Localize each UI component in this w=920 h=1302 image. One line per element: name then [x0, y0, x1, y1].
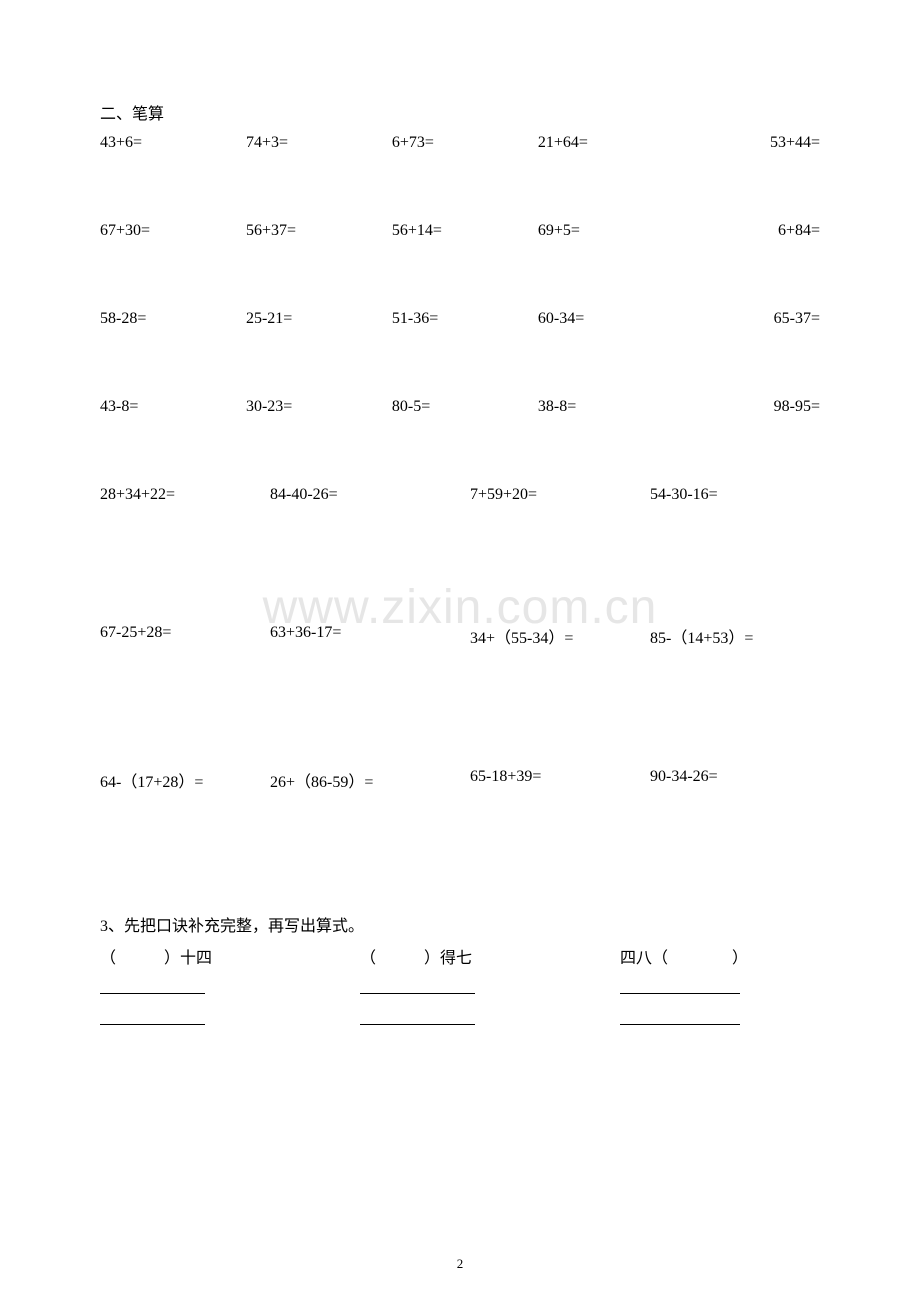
calc-cell: 53+44=	[703, 134, 820, 152]
section-title: 二、笔算	[100, 100, 820, 124]
calc-cell: 65-37=	[703, 310, 820, 328]
calc-row: 28+34+22= 84-40-26= 7+59+20= 54-30-16=	[100, 486, 820, 504]
calc-cell: 69+5=	[538, 222, 703, 240]
calc-cell: 28+34+22=	[100, 486, 270, 504]
calc-cell: 63+36-17=	[270, 624, 470, 648]
calc-cell: 60-34=	[538, 310, 703, 328]
q3-item: （ ）十四	[100, 944, 360, 968]
calc-row: 67+30= 56+37= 56+14= 69+5= 6+84=	[100, 222, 820, 240]
q3-item: 四八（ ）	[620, 944, 820, 968]
calc-cell: 26+（86-59）=	[270, 768, 470, 792]
calc-cell: 90-34-26=	[650, 768, 820, 792]
calc-row: 64-（17+28）= 26+（86-59）= 65-18+39= 90-34-…	[100, 768, 820, 792]
answer-blank	[100, 1009, 205, 1025]
calc-cell: 56+37=	[246, 222, 392, 240]
calc-cell: 6+84=	[703, 222, 820, 240]
calc-cell: 38-8=	[538, 398, 703, 416]
answer-blank	[620, 1009, 740, 1025]
calc-cell: 85-（14+53）=	[650, 624, 820, 648]
calc-cell: 98-95=	[703, 398, 820, 416]
answer-blank	[100, 978, 205, 994]
answer-blank	[620, 978, 740, 994]
answer-blank	[360, 1009, 475, 1025]
calc-cell: 51-36=	[392, 310, 538, 328]
calc-cell: 30-23=	[246, 398, 392, 416]
calc-cell: 43+6=	[100, 134, 246, 152]
calc-row: 43-8= 30-23= 80-5= 38-8= 98-95=	[100, 398, 820, 416]
calc-cell: 54-30-16=	[650, 486, 820, 504]
calc-cell: 34+（55-34）=	[470, 624, 650, 648]
calc-cell: 21+64=	[538, 134, 703, 152]
calc-cell: 65-18+39=	[470, 768, 650, 792]
calc-row: 67-25+28= 63+36-17= 34+（55-34）= 85-（14+5…	[100, 624, 820, 648]
calc-cell: 67+30=	[100, 222, 246, 240]
blank-line-row	[100, 1009, 820, 1030]
calc-cell: 6+73=	[392, 134, 538, 152]
calc-cell: 74+3=	[246, 134, 392, 152]
page-number: 2	[457, 1256, 464, 1272]
calc-cell: 80-5=	[392, 398, 538, 416]
question-3-title: 3、先把口诀补充完整，再写出算式。	[100, 912, 820, 936]
calc-cell: 25-21=	[246, 310, 392, 328]
calc-row: 43+6= 74+3= 6+73= 21+64= 53+44=	[100, 134, 820, 152]
calc-cell: 58-28=	[100, 310, 246, 328]
page-content: 二、笔算 43+6= 74+3= 6+73= 21+64= 53+44= 67+…	[0, 0, 920, 1030]
question-3-row: （ ）十四 （ ）得七 四八（ ）	[100, 944, 820, 968]
calc-cell: 64-（17+28）=	[100, 768, 270, 792]
blank-line-row	[100, 978, 820, 999]
calc-cell: 56+14=	[392, 222, 538, 240]
calc-row: 58-28= 25-21= 51-36= 60-34= 65-37=	[100, 310, 820, 328]
answer-blank	[360, 978, 475, 994]
calc-cell: 43-8=	[100, 398, 246, 416]
q3-item: （ ）得七	[360, 944, 620, 968]
calc-cell: 7+59+20=	[470, 486, 650, 504]
calc-cell: 67-25+28=	[100, 624, 270, 648]
calc-cell: 84-40-26=	[270, 486, 470, 504]
